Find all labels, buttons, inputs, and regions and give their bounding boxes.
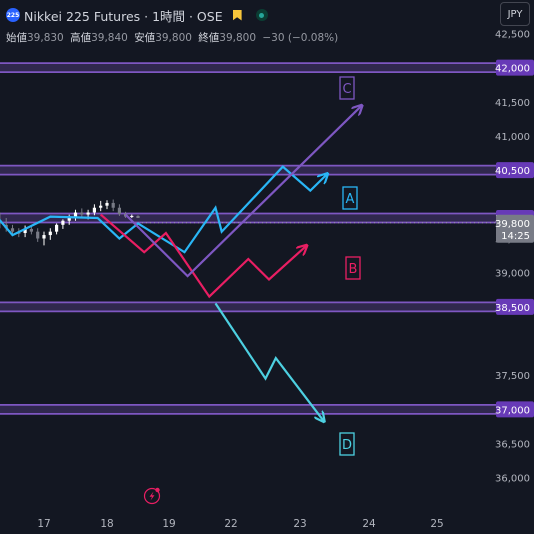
candle-body bbox=[117, 207, 121, 214]
x-tick-label: 24 bbox=[362, 518, 376, 530]
candle-body bbox=[73, 212, 78, 217]
current-price-tag bbox=[496, 214, 534, 243]
low-value: 39,800 bbox=[155, 32, 192, 44]
level-price-label: 37,000 bbox=[495, 405, 530, 416]
scenario-path-d[interactable] bbox=[214, 302, 325, 421]
candle-body bbox=[111, 202, 115, 208]
candle-body bbox=[10, 228, 15, 232]
scenario-path-c[interactable] bbox=[124, 105, 363, 278]
candle-body bbox=[42, 235, 46, 239]
current-price-label: 39,800 bbox=[495, 219, 530, 230]
x-tick-label: 25 bbox=[430, 518, 443, 530]
lightning-icon[interactable] bbox=[143, 487, 161, 505]
level-price-label: 42,000 bbox=[495, 64, 530, 75]
scenario-label-box-b[interactable] bbox=[345, 256, 361, 280]
high-value: 39,840 bbox=[91, 32, 128, 44]
scenario-path-b[interactable] bbox=[99, 213, 307, 299]
close-label: 終値 bbox=[198, 32, 220, 44]
candle-body bbox=[67, 216, 71, 221]
y-axis-panel[interactable] bbox=[496, 0, 534, 534]
level-price-tag bbox=[496, 59, 534, 76]
candle-body bbox=[29, 228, 33, 232]
scenario-label-a: A bbox=[346, 192, 355, 207]
scenario-label-box-c[interactable] bbox=[339, 76, 355, 100]
ohlc-legend: 始値39,830 高値39,840 安値39,800 終値39,800 −30 … bbox=[6, 30, 341, 45]
x-tick-label: 18 bbox=[100, 518, 113, 530]
low-label: 安値 bbox=[134, 32, 156, 44]
countdown-label: 14:25 bbox=[501, 231, 530, 242]
level-price-tag bbox=[496, 298, 534, 315]
y-tick-label: 41,000 bbox=[495, 132, 530, 143]
level-band bbox=[0, 165, 496, 176]
symbol-logo-icon[interactable]: 225 bbox=[6, 8, 20, 22]
scenario-label-b: B bbox=[349, 262, 358, 277]
open-value: 39,830 bbox=[27, 32, 64, 44]
level-price-tag bbox=[496, 401, 534, 418]
scenario-label-d: D bbox=[342, 438, 352, 453]
high-label: 高値 bbox=[70, 32, 92, 44]
level-band bbox=[0, 62, 496, 73]
level-price-label: 38,500 bbox=[495, 303, 530, 314]
y-tick-label: 37,500 bbox=[495, 371, 530, 382]
scenario-label-box-a[interactable] bbox=[342, 186, 358, 210]
candle-body bbox=[36, 231, 40, 239]
change-value: −30 (−0.08%) bbox=[262, 32, 339, 44]
y-tick-label: 39,000 bbox=[495, 269, 530, 280]
candle-body bbox=[92, 207, 96, 213]
candle-body bbox=[105, 202, 109, 206]
market-status-icon[interactable] bbox=[255, 9, 268, 21]
x-tick-label: 22 bbox=[224, 518, 237, 530]
candle-body bbox=[86, 212, 90, 215]
y-tick-label: 36,000 bbox=[495, 474, 530, 485]
symbol-title[interactable]: Nikkei 225 Futures · 1時間 · OSE bbox=[24, 8, 223, 24]
y-tick-label: 41,500 bbox=[495, 98, 530, 109]
y-tick-label: 36,500 bbox=[495, 440, 530, 451]
candle-body bbox=[55, 224, 59, 232]
candle-body bbox=[80, 212, 84, 215]
scenario-label-c: C bbox=[342, 82, 351, 97]
candle-body bbox=[23, 228, 27, 234]
candle-body bbox=[136, 215, 140, 218]
candle-body bbox=[99, 205, 103, 208]
chart-header: 225 Nikkei 225 Futures · 1時間 · OSE bbox=[6, 5, 268, 25]
close-value: 39,800 bbox=[219, 32, 257, 44]
flag-icon[interactable] bbox=[232, 9, 242, 21]
candle-body bbox=[130, 215, 134, 217]
level-price-tag bbox=[496, 162, 534, 179]
candle-body bbox=[48, 231, 52, 236]
x-tick-label: 17 bbox=[37, 518, 50, 530]
level-band bbox=[0, 404, 496, 415]
scenario-label-box-d[interactable] bbox=[339, 432, 355, 456]
level-price-label: 40,500 bbox=[495, 166, 530, 177]
y-tick-label: 42,500 bbox=[495, 29, 530, 40]
level-band bbox=[0, 301, 496, 312]
currency-button[interactable]: JPY bbox=[500, 2, 530, 26]
candle-body bbox=[61, 220, 65, 225]
open-label: 始値 bbox=[6, 32, 27, 44]
x-tick-label: 23 bbox=[293, 518, 306, 530]
x-tick-label: 19 bbox=[162, 518, 175, 530]
